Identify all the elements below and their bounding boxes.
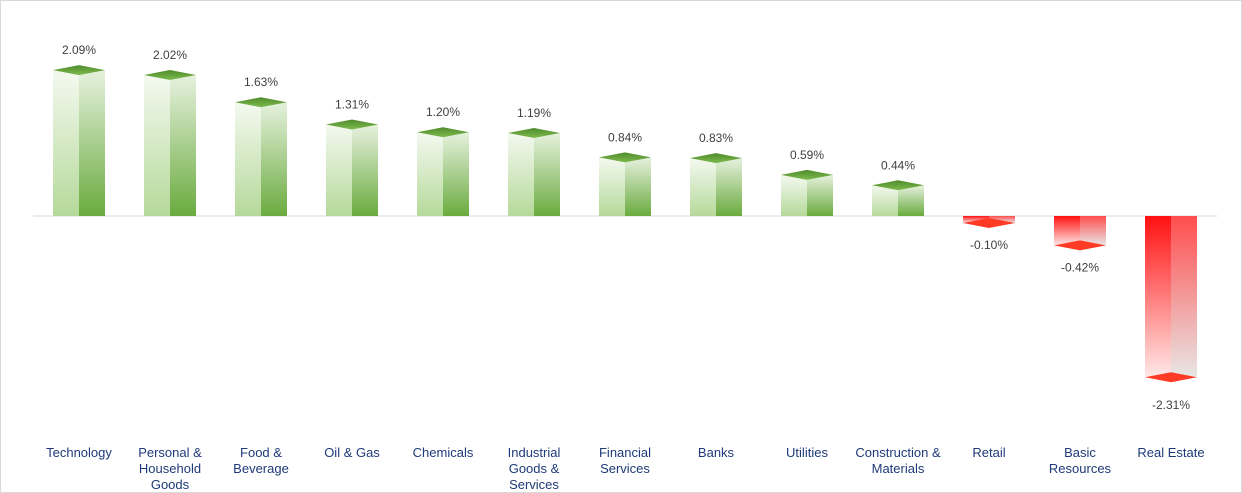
category-label: Chemicals (413, 445, 474, 460)
bar-front-face (872, 185, 898, 216)
bar-front-face (781, 174, 807, 216)
category-label: Industrial Goods & Services (508, 445, 561, 492)
bar (1054, 216, 1106, 251)
bar-cap (417, 127, 469, 138)
bar (508, 127, 560, 216)
bar-cap (872, 180, 924, 191)
bar-cap (599, 152, 651, 163)
bar-cap (1145, 372, 1197, 383)
bar-side-face (625, 157, 651, 216)
value-label: 2.09% (62, 43, 96, 57)
bar-front-face (1145, 216, 1171, 378)
value-label: -0.42% (1061, 260, 1099, 274)
bar-side-face (1080, 216, 1106, 246)
bar (326, 119, 378, 216)
value-label: 1.31% (335, 98, 369, 112)
category-label: Financial Services (599, 445, 651, 476)
category-label: Personal & Household Goods (138, 445, 202, 492)
bar-side-face (716, 158, 742, 216)
bar-cap (326, 119, 378, 130)
bar (781, 169, 833, 216)
bar-cap (53, 65, 105, 76)
bar-side-face (170, 75, 196, 216)
bar-side-face (807, 174, 833, 216)
value-label: 1.20% (426, 105, 460, 119)
bar (599, 152, 651, 216)
bar-cap (963, 217, 1015, 228)
bar-side-face (898, 185, 924, 216)
bar-front-face (1054, 216, 1080, 246)
bar-side-face (1171, 216, 1197, 378)
bar-front-face (326, 124, 352, 216)
bar (690, 153, 742, 216)
category-label: Oil & Gas (324, 445, 380, 460)
bar-cap (690, 153, 742, 164)
bar-side-face (352, 124, 378, 216)
bar-front-face (53, 70, 79, 216)
bar (53, 65, 105, 216)
bar-side-face (79, 70, 105, 216)
bar (963, 216, 1015, 228)
bar-cap (144, 70, 196, 81)
value-label: 1.63% (244, 75, 278, 89)
category-label: Banks (698, 445, 735, 460)
bar-cap (235, 97, 287, 108)
category-label: Utilities (786, 445, 828, 460)
value-label: 0.83% (699, 131, 733, 145)
category-label: Technology (46, 445, 112, 460)
bar-front-face (417, 132, 443, 216)
bar-cap (1054, 240, 1106, 251)
bar-cap (781, 169, 833, 180)
value-label: 1.19% (517, 106, 551, 120)
value-label: 0.84% (608, 130, 642, 144)
value-label: 0.59% (790, 148, 824, 162)
bar-front-face (690, 158, 716, 216)
bar (417, 127, 469, 216)
bar-cap (508, 127, 560, 138)
bar-front-face (508, 132, 534, 216)
bar (235, 97, 287, 216)
bar (872, 180, 924, 216)
bar-front-face (235, 102, 261, 216)
bar-side-face (261, 102, 287, 216)
bar (144, 70, 196, 216)
value-label: -0.10% (970, 238, 1008, 252)
bar-front-face (599, 157, 625, 216)
category-label: Food & Beverage (233, 445, 289, 476)
value-label: -2.31% (1152, 398, 1190, 412)
category-label: Construction & Materials (855, 445, 941, 476)
bar-side-face (534, 132, 560, 216)
value-label: 2.02% (153, 48, 187, 62)
category-label: Retail (972, 445, 1005, 460)
category-label: Real Estate (1137, 445, 1204, 460)
value-label: 0.44% (881, 158, 915, 172)
bar-front-face (144, 75, 170, 216)
bar-side-face (443, 132, 469, 216)
bar (1145, 216, 1197, 383)
category-label: Basic Resources (1049, 445, 1112, 476)
